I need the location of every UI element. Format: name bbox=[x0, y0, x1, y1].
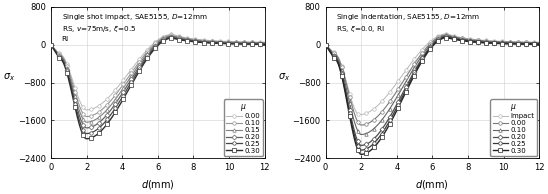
X-axis label: $d$(mm): $d$(mm) bbox=[141, 178, 175, 191]
Legend: Impact, 0.00, 0.10, 0.20, 0.25, 0.30: Impact, 0.00, 0.10, 0.20, 0.25, 0.30 bbox=[490, 99, 537, 156]
Text: Single shot impact, SAE5155, $D$=12mm
RS, $v$=75m/s, $\xi$=0.5
RI: Single shot impact, SAE5155, $D$=12mm RS… bbox=[61, 11, 207, 42]
Y-axis label: $\sigma_x$: $\sigma_x$ bbox=[3, 71, 16, 82]
Legend: 0.00, 0.10, 0.15, 0.20, 0.25, 0.30: 0.00, 0.10, 0.15, 0.20, 0.25, 0.30 bbox=[224, 99, 262, 156]
X-axis label: $d$(mm): $d$(mm) bbox=[415, 178, 449, 191]
Text: Single Indentation, SAE5155, $D$=12mm
RS, $\xi$=0.0, RI: Single Indentation, SAE5155, $D$=12mm RS… bbox=[336, 11, 481, 34]
Y-axis label: $\sigma_x$: $\sigma_x$ bbox=[278, 71, 290, 82]
